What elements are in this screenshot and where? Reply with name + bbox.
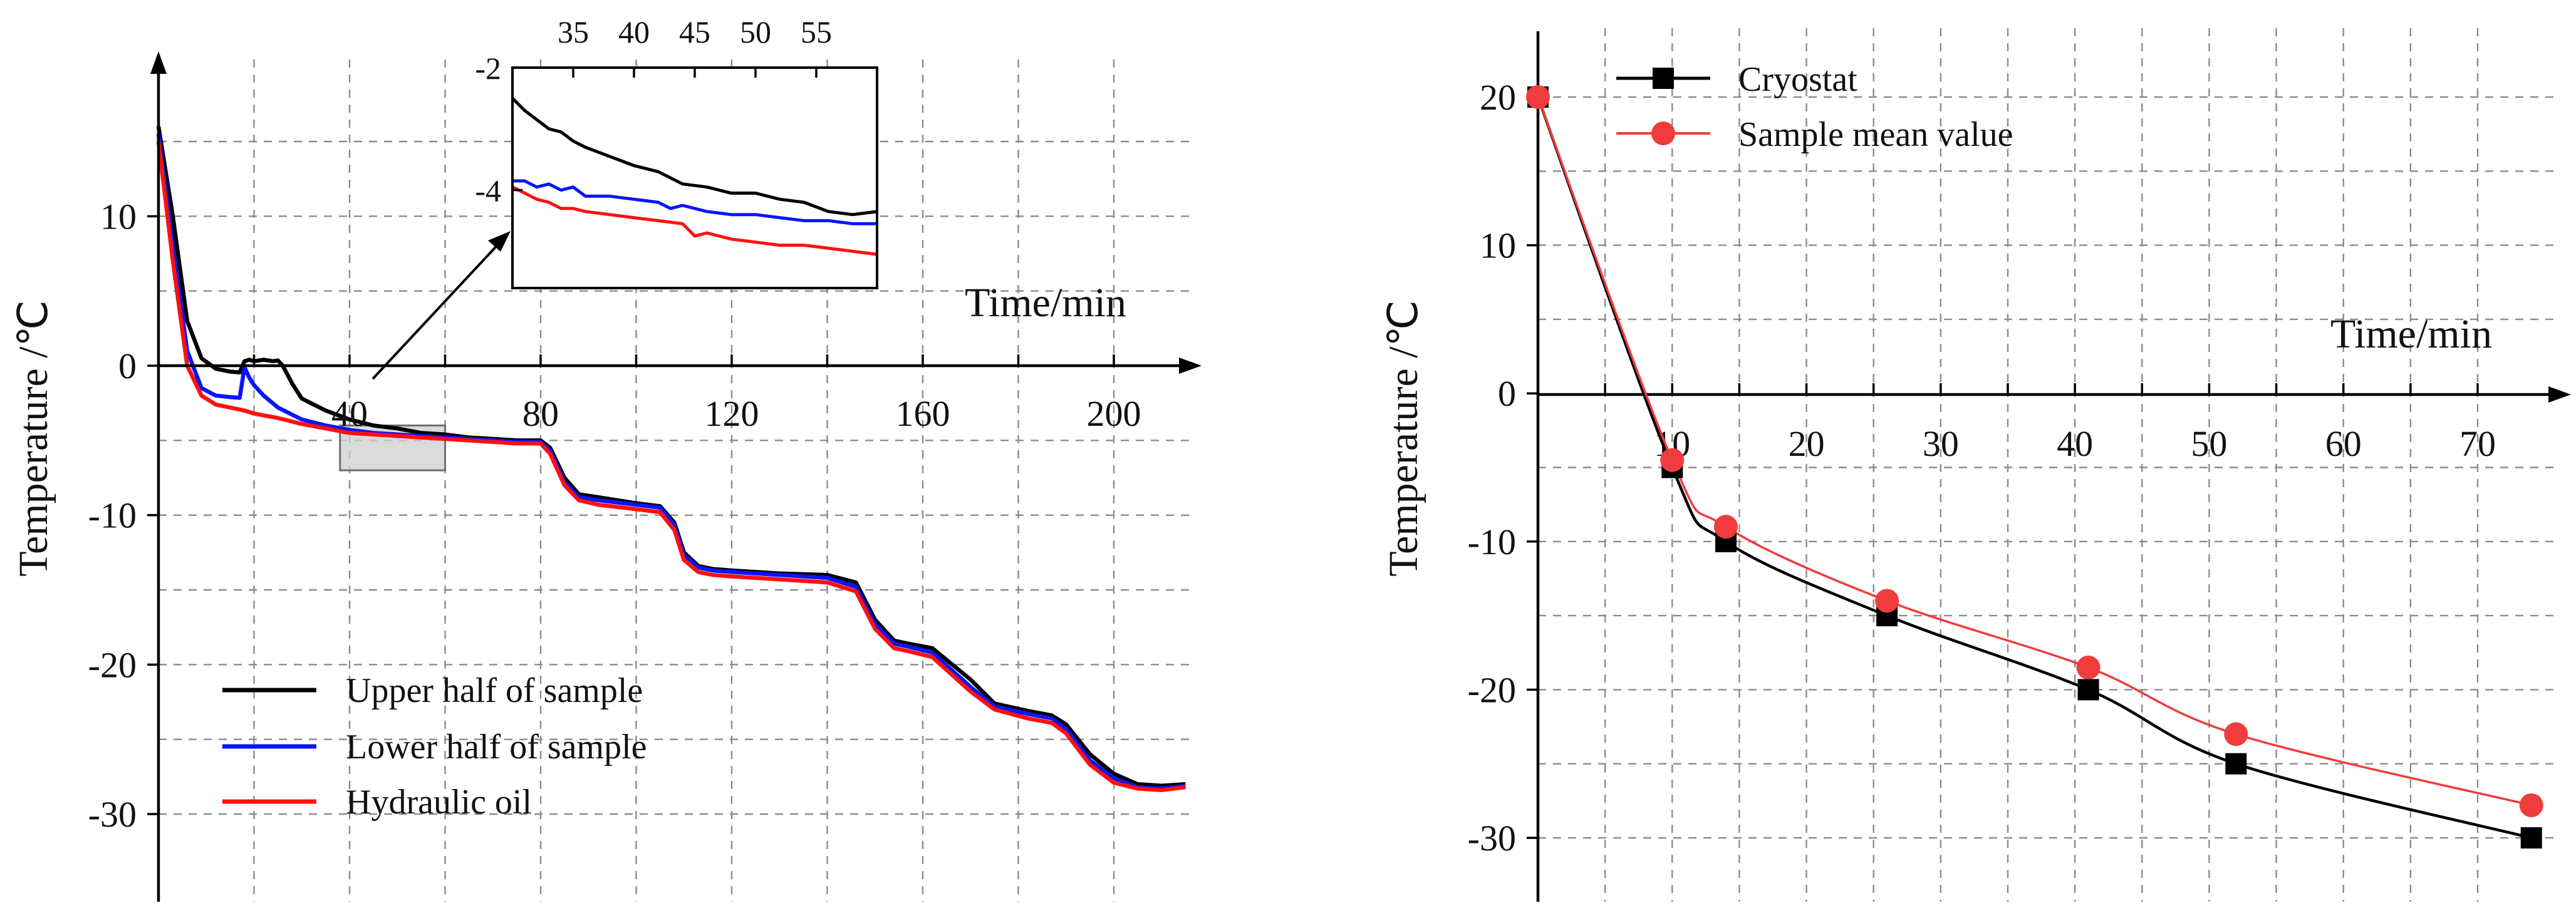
left-x-tick-label: 80 bbox=[522, 393, 559, 434]
right-point-sample-mean bbox=[1526, 85, 1550, 109]
inset-y-tick-label: -4 bbox=[475, 173, 501, 209]
inset-x-tick-label: 50 bbox=[740, 14, 771, 49]
left-grid bbox=[158, 59, 1190, 902]
legend-label-oil: Hydraulic oil bbox=[346, 783, 532, 822]
right-point-sample-mean bbox=[1875, 589, 1899, 613]
legend-label-sample-mean: Sample mean value bbox=[1738, 115, 2013, 154]
right-x-tick-label: 50 bbox=[2191, 423, 2227, 464]
right-point-sample-mean bbox=[2224, 722, 2248, 746]
right-x-axis-label: Time/min bbox=[2330, 311, 2492, 357]
right-y-tick-label: 0 bbox=[1498, 373, 1516, 414]
inset-series-group bbox=[511, 97, 878, 256]
left-y-tick-label: -10 bbox=[88, 495, 137, 536]
left-zoom-connector bbox=[371, 240, 502, 380]
left-y-tick-label: -20 bbox=[88, 644, 137, 685]
right-point-sample-mean bbox=[2076, 655, 2101, 679]
legend-marker-cryostat bbox=[1653, 68, 1674, 89]
left-x-tick-label: 40 bbox=[331, 393, 368, 434]
right-point-cryostat bbox=[2077, 679, 2099, 701]
left-legend: Upper half of sample Lower half of sampl… bbox=[222, 671, 647, 822]
left-x-axis-arrow bbox=[1179, 358, 1202, 374]
inset-ticks: 35 40 45 50 55 -2 -4 bbox=[475, 14, 832, 209]
right-point-cryostat bbox=[2225, 753, 2247, 775]
right-point-sample-mean bbox=[1714, 515, 1738, 539]
left-x-tick-label: 160 bbox=[896, 393, 950, 434]
left-x-axis-label: Time/min bbox=[965, 280, 1126, 326]
legend-label-lower: Lower half of sample bbox=[346, 728, 647, 766]
right-x-tick-label: 60 bbox=[2325, 423, 2362, 464]
left-y-tick-label: 0 bbox=[118, 346, 137, 386]
right-point-cryostat bbox=[2520, 827, 2542, 849]
inset-x-tick-label: 35 bbox=[558, 14, 589, 49]
inset-y-tick-label: -2 bbox=[475, 51, 501, 86]
right-x-tick-label: 70 bbox=[2459, 423, 2496, 464]
legend-label-upper: Upper half of sample bbox=[346, 671, 643, 710]
right-y-tick-label: 10 bbox=[1480, 225, 1516, 266]
inset-x-tick-label: 45 bbox=[679, 14, 710, 49]
left-x-tick-label: 200 bbox=[1087, 393, 1141, 434]
left-series-hydraulic-oil-line bbox=[156, 141, 1186, 793]
left-x-tick-label: 120 bbox=[705, 393, 759, 434]
right-y-tick-label: -20 bbox=[1468, 669, 1516, 710]
inset-background bbox=[512, 68, 877, 288]
legend-label-cryostat: Cryostat bbox=[1738, 60, 1857, 99]
right-x-tick-label: 40 bbox=[2057, 423, 2093, 464]
right-x-axis-arrow bbox=[2548, 386, 2571, 403]
right-grid bbox=[1538, 28, 2559, 902]
right-y-tick-label: -30 bbox=[1468, 818, 1516, 859]
left-inset: 35 40 45 50 55 -2 -4 bbox=[475, 14, 878, 289]
inset-series-upper-half-line bbox=[511, 97, 878, 217]
inset-x-tick-label: 40 bbox=[618, 14, 650, 49]
left-chart: 40 80 120 160 200 10 0 -10 -20 -30 Time/min Tempe… bbox=[11, 14, 1202, 902]
right-y-axis-label: Temperature /℃ bbox=[1381, 300, 1426, 576]
left-y-tick-label: -30 bbox=[88, 794, 137, 835]
left-series-lower-half-line bbox=[156, 133, 1186, 791]
right-y-tick-label: 20 bbox=[1480, 77, 1516, 118]
inset-x-tick-label: 55 bbox=[801, 14, 832, 49]
inset-series-hydraulic-oil-line bbox=[511, 185, 878, 256]
left-zoom-connector-arrowhead bbox=[488, 231, 511, 252]
left-y-tick-label: 10 bbox=[100, 196, 137, 237]
right-y-tick-label: -10 bbox=[1468, 522, 1516, 562]
right-legend: Cryostat Sample mean value bbox=[1616, 60, 2013, 154]
inset-series-lower-half-line bbox=[512, 179, 877, 225]
right-point-sample-mean bbox=[1660, 448, 1685, 472]
right-point-sample-mean bbox=[2519, 793, 2543, 817]
right-x-tick-label: 30 bbox=[1923, 423, 1959, 464]
left-y-axis-label: Temperature /℃ bbox=[11, 300, 56, 576]
right-series-group bbox=[1526, 85, 2543, 849]
right-x-tick-label: 20 bbox=[1789, 423, 1825, 464]
left-ticks: 40 80 120 160 200 10 0 -10 -20 -30 bbox=[88, 196, 1141, 835]
left-y-axis-arrow bbox=[150, 51, 167, 74]
legend-marker-sample-mean bbox=[1651, 121, 1675, 145]
